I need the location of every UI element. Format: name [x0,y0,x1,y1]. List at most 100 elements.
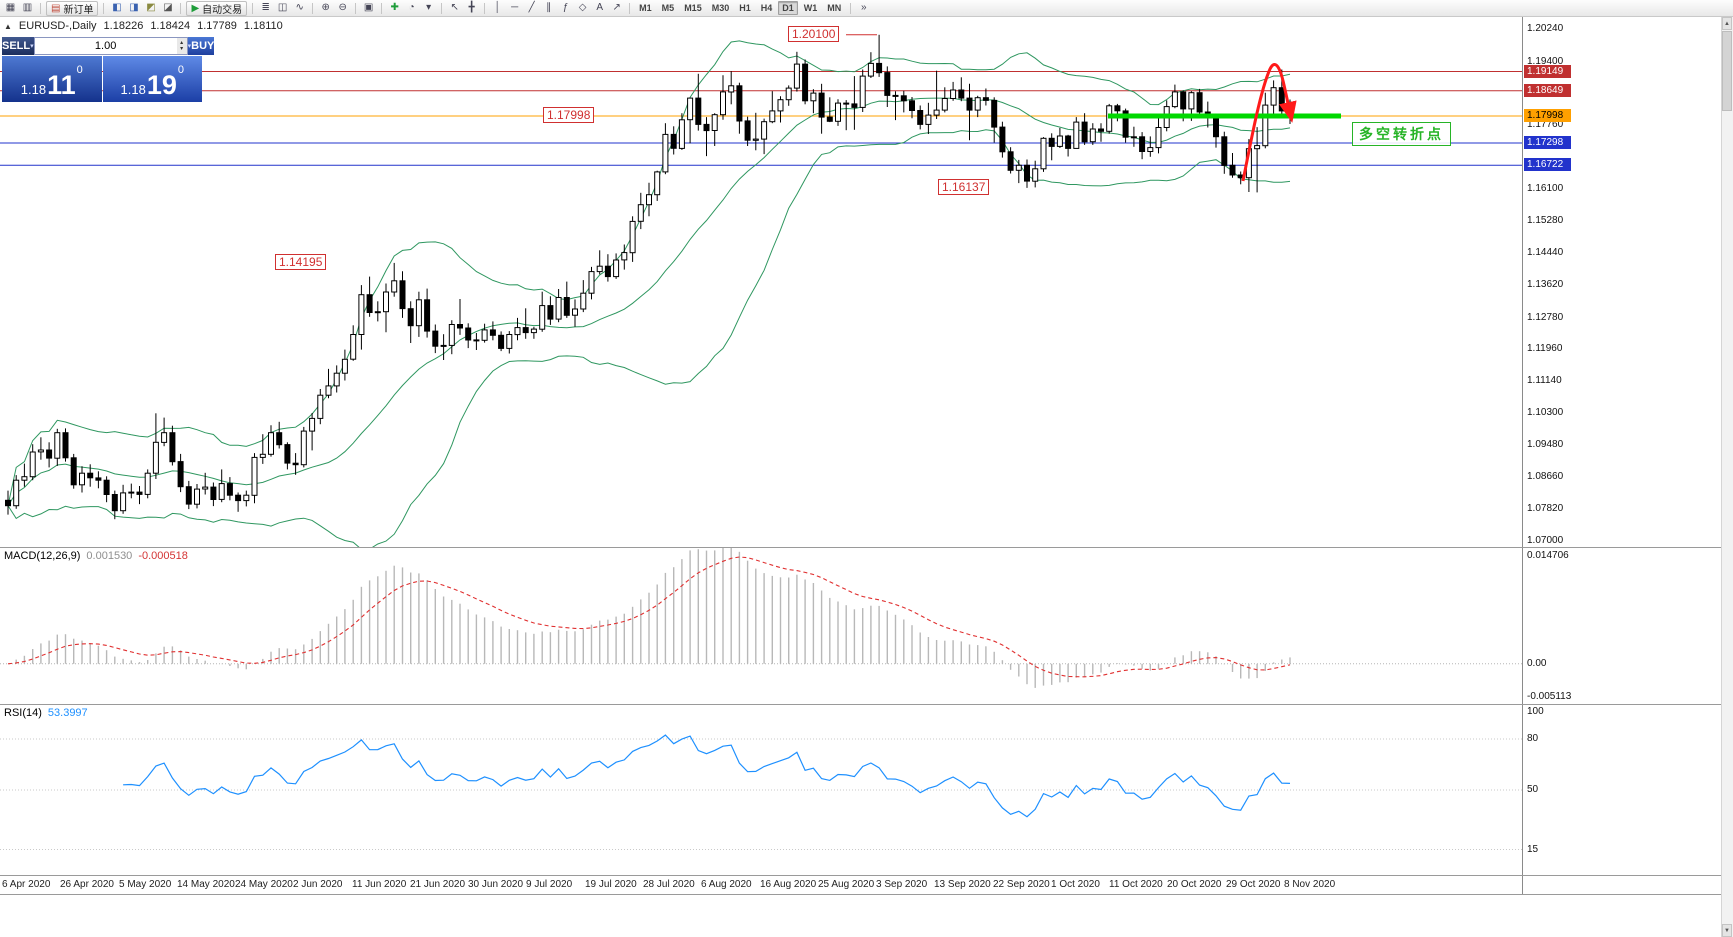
autotrading-button-label: 自动交易 [202,4,243,16]
date-tick-label: 3 Sep 2020 [876,879,928,890]
timeframe-m1[interactable]: M1 [639,3,652,13]
chart-profiles-icon[interactable]: ▥ [22,2,33,13]
macd-chart[interactable] [0,548,1522,704]
pane-separator[interactable] [0,875,1733,876]
favorites-icon[interactable]: ▾ [426,2,432,13]
new-chart-icon[interactable]: ▦ [5,2,16,13]
pane-separator[interactable] [0,704,1733,705]
turning-point-label[interactable]: 多空转折点 [1352,122,1451,146]
date-tick-label: 29 Oct 2020 [1226,879,1281,890]
timeframe-h1[interactable]: H1 [739,3,751,13]
price-tick: 1.19400 [1527,56,1564,67]
timeframe-m15[interactable]: M15 [684,3,702,13]
candlestick-series[interactable] [5,34,1293,520]
price-tick: 1.17760 [1527,119,1564,130]
candlestick-chart-icon[interactable]: ◫ [277,2,288,13]
new-order-icon: ▤ [51,2,61,14]
shapes-icon[interactable]: ◇ [578,2,587,13]
pane-separator[interactable] [0,547,1733,548]
price-callout[interactable]: 1.17998 [543,107,595,123]
sell-price-button[interactable]: 1.18 11 0 [2,56,102,102]
buy-button[interactable]: BUY [191,37,215,55]
ohlc-high: 1.18424 [150,20,191,32]
volume-up-icon[interactable]: ▴ [180,40,184,46]
bollinger-middle [7,97,1291,506]
date-tick-label: 20 Oct 2020 [1167,879,1222,890]
vertical-line-icon[interactable]: │ [494,2,501,13]
text-icon[interactable]: A [596,2,603,13]
horizontal-line-icon[interactable]: ─ [511,2,519,13]
timeframe-mn[interactable]: MN [827,3,842,13]
collapse-icon[interactable]: ▲ [4,21,12,31]
rsi-scale-label: 100 [1527,706,1544,717]
terminal-icon[interactable]: ◪ [163,2,173,13]
macd-scale-label: 0.014706 [1527,550,1569,561]
price-callout[interactable]: 1.14195 [275,254,327,270]
date-tick-label: 11 Jun 2020 [352,879,407,890]
trendline-icon[interactable]: ╱ [528,2,535,13]
toolbar-separator [252,2,254,14]
cursor-icon[interactable]: ↖ [450,2,459,13]
arrows-icon[interactable]: ↗ [612,2,621,13]
ask-prefix: 1.18 [120,82,146,97]
sell-button[interactable]: SELL [2,37,31,55]
new-order-button[interactable]: ▤ 新订单 [46,0,99,16]
date-tick-label: 14 May 2020 [177,879,235,890]
price-chart[interactable] [0,17,1522,547]
chart-window: ▲ EURUSD-,Daily 1.18226 1.18424 1.17789 … [0,17,1733,937]
date-tick-label: 22 Sep 2020 [993,879,1050,890]
date-tick-label: 11 Oct 2020 [1109,879,1163,890]
ohlc-low: 1.17789 [197,20,237,32]
navigator-icon[interactable]: ◩ [146,2,156,13]
timeframe-d1[interactable]: D1 [778,1,798,15]
scroll-up-icon[interactable]: ▲ [1722,17,1732,30]
toolbar-separator [355,2,357,14]
crosshair-icon[interactable]: ╋ [468,2,475,13]
price-pane[interactable]: ▲ EURUSD-,Daily 1.18226 1.18424 1.17789 … [0,17,1522,547]
toolbar-overflow-icon[interactable]: » [860,2,867,13]
timeframe-w1[interactable]: W1 [803,3,818,13]
bollinger-upper [7,40,1291,506]
timeframe-m30[interactable]: M30 [711,3,730,13]
date-tick-label: 2 Jun 2020 [293,879,343,890]
zoom-out-icon[interactable]: ⊖ [338,2,347,13]
timeframe-h4[interactable]: H4 [760,3,773,13]
date-tick-label: 25 Aug 2020 [818,879,875,890]
channel-icon[interactable]: ∥ [546,2,552,13]
bar-chart-icon[interactable]: ≣ [261,2,270,13]
ask-pips: 19 [146,70,177,100]
periods-icon[interactable]: ◔ [408,2,415,13]
price-tick: 1.12780 [1527,312,1564,323]
market-watch-icon[interactable]: ◧ [112,2,122,13]
buy-dropdown-icon[interactable]: ▾ [187,37,192,55]
autotrading-button[interactable]: ▶ 自动交易 [186,0,248,16]
volume-input[interactable] [34,38,177,54]
fibonacci-icon[interactable]: ƒ [562,2,569,13]
tile-windows-icon[interactable]: ▣ [363,2,374,13]
scroll-down-icon[interactable]: ▼ [1722,924,1732,937]
rsi-chart[interactable] [0,705,1522,875]
line-chart-icon[interactable]: ∿ [295,2,304,13]
one-click-trading-panel: SELL ▾ ▴ ▾ ▾ BUY 1.18 11 [2,37,215,102]
price-callout[interactable]: 1.20100 [788,26,840,42]
zoom-in-icon[interactable]: ⊕ [321,2,330,13]
price-callout[interactable]: 1.16137 [938,179,990,195]
date-axis[interactable]: 6 Apr 2020 26 Apr 2020 5 May 2020 14 May 20… [0,876,1522,894]
rsi-pane[interactable]: RSI(14) 53.3997 [0,705,1522,875]
price-axis[interactable]: 1.20240 1.19400 1.17760 1.16100 1.15280 1.144… [1523,17,1723,894]
data-window-icon[interactable]: ◨ [129,2,139,13]
sell-dropdown-icon[interactable]: ▾ [30,37,34,55]
timeframe-m5[interactable]: M5 [661,3,675,13]
toolbar-separator [312,2,314,14]
buy-price-button[interactable]: 1.18 19 0 [102,56,202,102]
date-tick-label: 8 Nov 2020 [1284,879,1336,890]
price-level-badge: 1.17298 [1524,136,1571,149]
trend-arrow[interactable] [1241,62,1297,182]
volume-down-icon[interactable]: ▾ [180,46,184,52]
indicators-icon[interactable]: ✚ [390,2,399,13]
buy-button-label: BUY [191,40,215,52]
price-tick: 1.11960 [1527,343,1563,354]
vertical-scrollbar[interactable]: ▲ ▼ [1721,17,1733,937]
scrollbar-thumb[interactable] [1722,31,1732,111]
macd-pane[interactable]: MACD(12,26,9) 0.001530 -0.000518 [0,548,1522,704]
